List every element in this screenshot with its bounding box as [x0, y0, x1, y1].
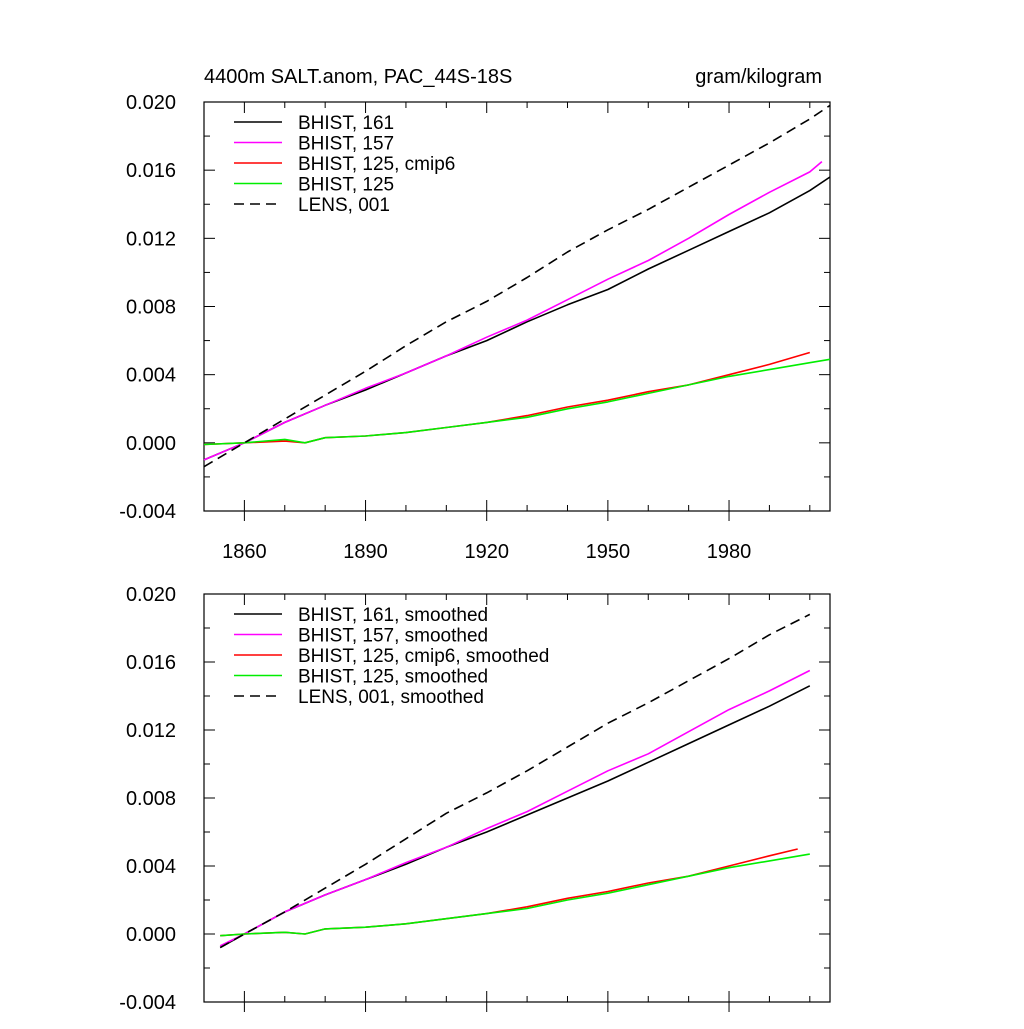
- x-tick-label: 1950: [586, 541, 631, 563]
- series-line: [220, 853, 810, 937]
- series-line: [203, 351, 811, 446]
- chart-units: gram/kilogram: [695, 66, 822, 88]
- legend-label: BHIST, 161: [298, 113, 394, 134]
- series-line: [219, 613, 811, 949]
- series-line: [220, 848, 798, 937]
- x-tick-label: 1920: [464, 541, 509, 563]
- legend-label: BHIST, 125, cmip6, smoothed: [298, 646, 549, 667]
- legend-label: BHIST, 157, smoothed: [298, 626, 488, 647]
- y-tick-label: -0.004: [119, 501, 176, 523]
- y-tick-label: 0.008: [126, 297, 176, 319]
- y-tick-label: 0.004: [126, 365, 176, 387]
- chart-title: 4400m SALT.anom, PAC_44S-18S: [204, 66, 512, 88]
- legend-label: BHIST, 157: [298, 134, 394, 155]
- y-tick-label: 0.000: [126, 433, 176, 455]
- legend-label: BHIST, 125, smoothed: [298, 667, 488, 688]
- y-tick-label: -0.004: [119, 992, 176, 1014]
- series-line: [203, 160, 823, 461]
- bottom-panel: -0.004 0.000 0.004 0.008 0.012 0.016 0.020 BHIS…: [119, 584, 831, 1014]
- x-tick-label: 1860: [222, 541, 267, 563]
- y-tick-label: 0.000: [126, 924, 176, 946]
- y-tick-label: 0.004: [126, 856, 176, 878]
- series-line: [203, 358, 831, 446]
- legend-label: LENS, 001: [298, 195, 390, 216]
- x-tick-label: 1890: [343, 541, 388, 563]
- series-line: [219, 669, 811, 947]
- y-tick-label: 0.020: [126, 584, 176, 606]
- legend-label: LENS, 001, smoothed: [298, 687, 484, 708]
- x-tick-label: 1980: [707, 541, 752, 563]
- legend-label: BHIST, 125, cmip6: [298, 154, 455, 175]
- y-tick-label: 0.008: [126, 788, 176, 810]
- legend-label: BHIST, 161, smoothed: [298, 605, 488, 626]
- legend-label: BHIST, 125: [298, 175, 394, 196]
- top-panel: 1860 1890 1920 1950 1980 -0.004 0.000 0.004 0.00…: [119, 66, 831, 563]
- y-tick-label: 0.020: [126, 92, 176, 114]
- y-tick-label: 0.012: [126, 720, 176, 742]
- y-tick-label: 0.012: [126, 228, 176, 250]
- y-tick-label: 0.016: [126, 652, 176, 674]
- y-tick-label: 0.016: [126, 160, 176, 182]
- series-line: [203, 104, 831, 468]
